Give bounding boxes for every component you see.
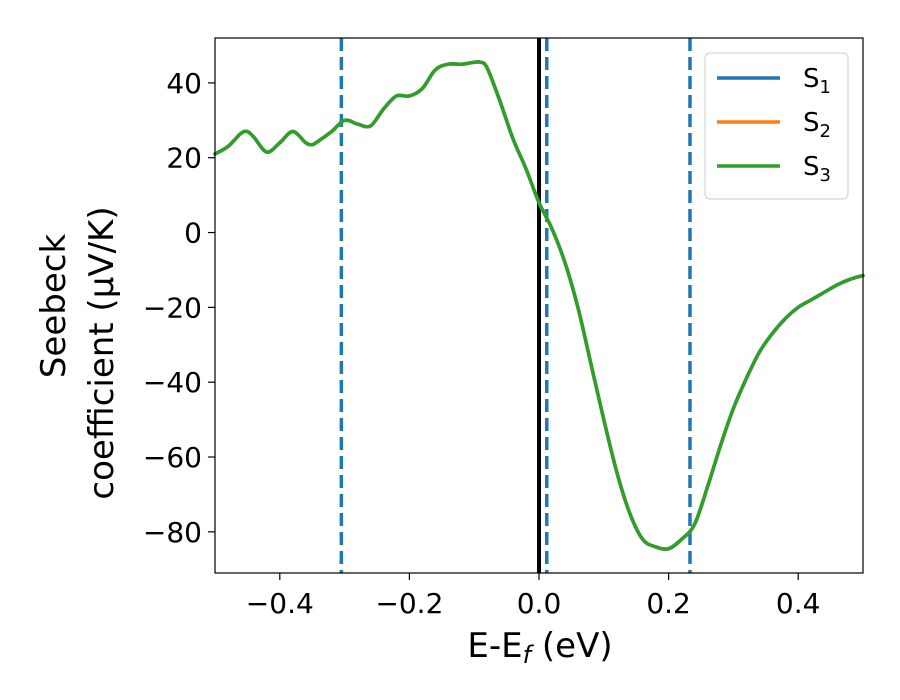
y-ticks: 40 20 0 −20 −40 −60 −80 [143, 67, 215, 549]
legend-label-2: S2 [803, 108, 831, 142]
x-axis-label-suffix: (eV) [531, 626, 613, 666]
y-tick-label-2: 0 [184, 217, 202, 250]
x-axis-label: E-Ef (eV) [467, 626, 612, 669]
x-tick-label-3: 0.2 [646, 587, 691, 620]
series-line-3 [213, 60, 865, 551]
y-tick-label-0: 40 [166, 67, 202, 100]
y-tick-label-3: −20 [143, 291, 202, 324]
legend: S1 S2 S3 [704, 52, 849, 200]
x-tick-label-0: −0.4 [246, 587, 314, 620]
x-tick-label-2: 0.0 [517, 587, 562, 620]
x-tick-label-4: 0.4 [776, 587, 821, 620]
x-axis-label-main: E-E [467, 626, 522, 666]
y-tick-label-5: −60 [143, 441, 202, 474]
y-tick-label-4: −40 [143, 366, 202, 399]
series-lines [213, 60, 865, 551]
y-tick-label-6: −80 [143, 516, 202, 549]
x-ticks: −0.4 −0.2 0.0 0.2 0.4 [246, 573, 821, 620]
legend-box [704, 52, 849, 200]
legend-label-1: S1 [803, 64, 831, 98]
y-tick-label-1: 20 [166, 142, 202, 175]
legend-items: S1 S2 S3 [717, 64, 831, 186]
y-axis-label-line1: Seebeck [34, 234, 74, 379]
y-axis-label-line2: coefficient (μV/K) [82, 206, 122, 499]
vertical-lines [339, 38, 692, 573]
legend-label-3: S3 [803, 152, 831, 186]
x-tick-label-1: −0.2 [375, 587, 443, 620]
